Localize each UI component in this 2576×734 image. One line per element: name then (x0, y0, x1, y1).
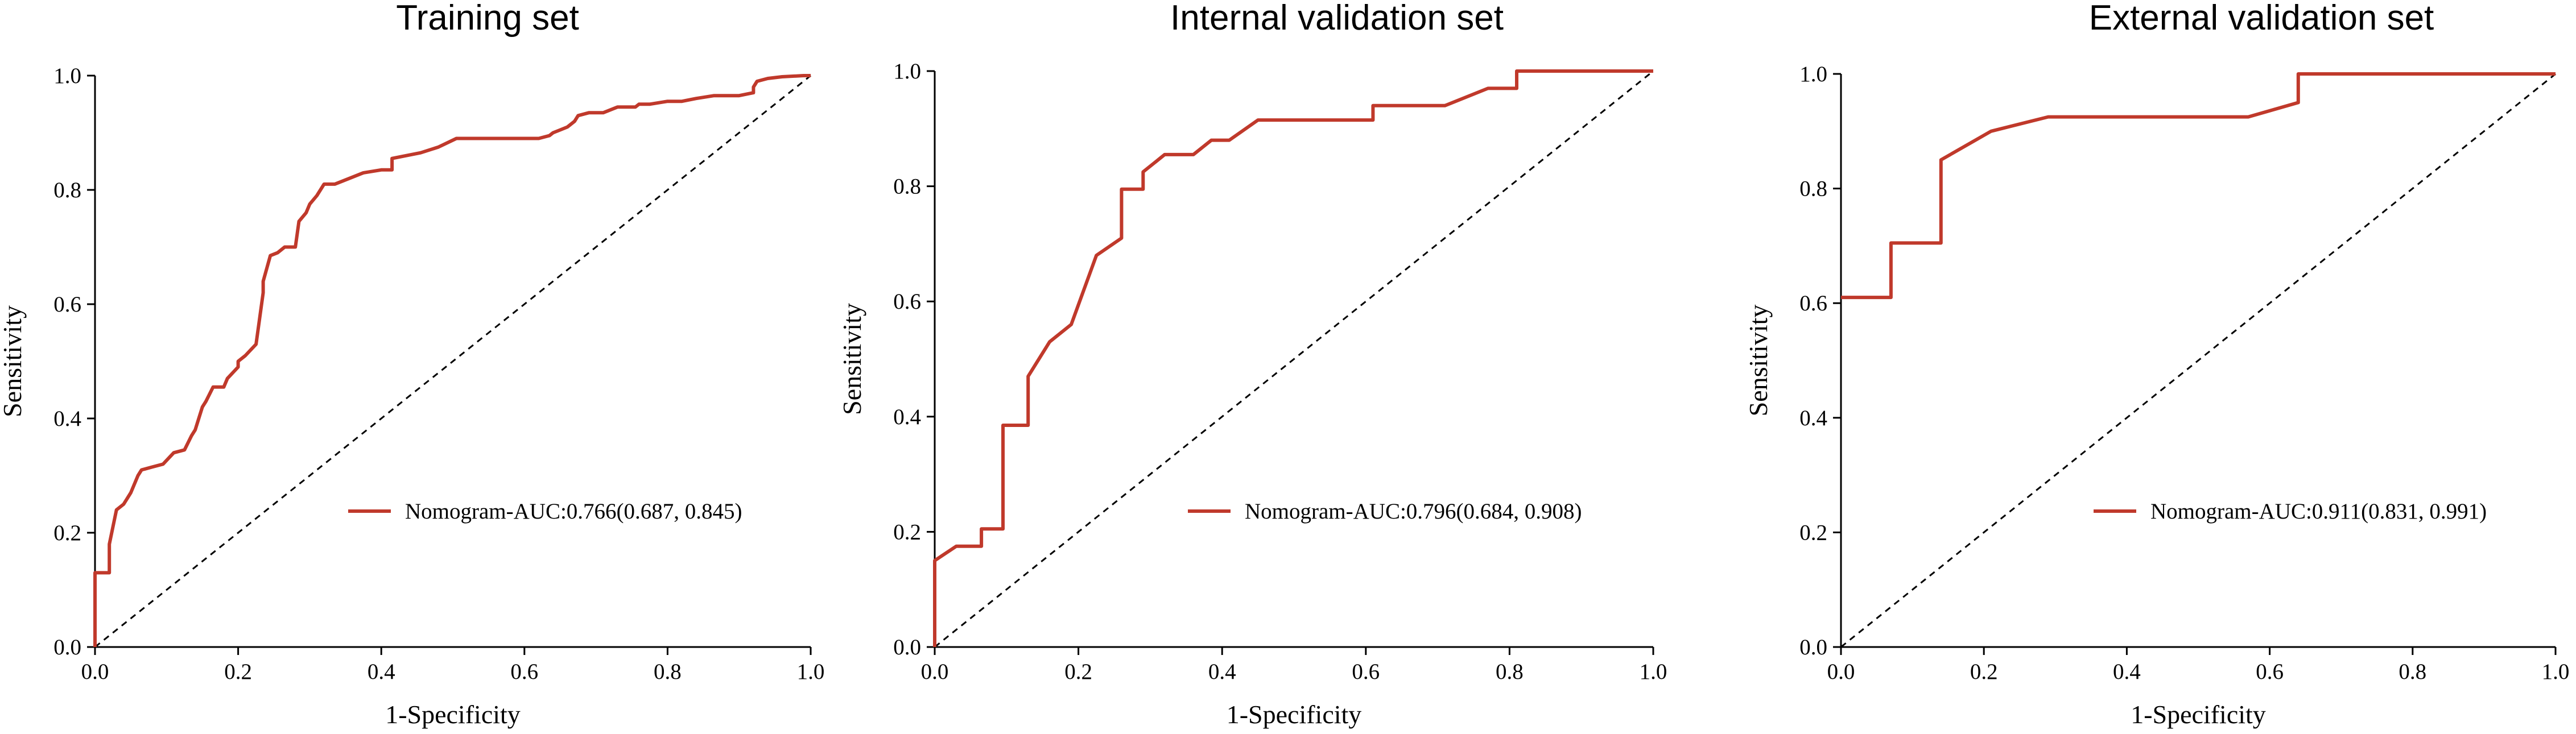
x-tick-label: 0.6 (510, 660, 538, 684)
x-tick-label: 0.8 (1496, 660, 1524, 684)
x-tick-label: 0.0 (81, 660, 109, 684)
y-tick-label: 0.6 (1799, 291, 1827, 316)
x-tick-label: 0.4 (2113, 660, 2141, 684)
y-tick-label: 0.0 (893, 635, 921, 660)
y-tick-label: 0.4 (893, 405, 921, 429)
x-tick-label: 1.0 (2542, 660, 2570, 684)
x-tick-label: 0.4 (1208, 660, 1236, 684)
x-tick-label: 0.0 (921, 660, 949, 684)
chart-panel-1: Training set 0.0 0.2 0.4 0.6 0.8 1.0 0.0 0.2 0.4 0… (0, 0, 824, 729)
y-tick-label: 0.0 (53, 635, 81, 660)
roc-curve-nomogram (933, 69, 1653, 647)
y-axis-label: Sensitivity (837, 303, 866, 415)
y-tick-label: 0.2 (53, 521, 81, 545)
y-tick-label: 0.0 (1799, 635, 1827, 660)
legend: Nomogram-AUC:0.911(0.831, 0.991) (2094, 499, 2487, 524)
legend-label: Nomogram-AUC:0.911(0.831, 0.991) (2150, 499, 2487, 524)
x-tick-label: 0.2 (1970, 660, 1998, 684)
y-tick-label: 0.6 (53, 292, 81, 317)
x-tick-label: 0.0 (1827, 660, 1855, 684)
y-tick-label: 1.0 (1799, 62, 1827, 86)
y-tick-label: 0.4 (53, 407, 81, 431)
reference-diagonal-line (1840, 73, 2556, 648)
x-tick-label: 1.0 (1640, 660, 1667, 684)
roc-curve-nomogram (1841, 72, 2556, 300)
y-tick-label: 0.8 (53, 178, 81, 202)
x-tick-label: 0.6 (1352, 660, 1380, 684)
x-tick-label: 1.0 (797, 660, 825, 684)
y-tick-label: 0.2 (893, 520, 921, 544)
y-tick-label: 0.8 (1799, 177, 1827, 201)
x-tick-label: 0.4 (368, 660, 395, 684)
x-tick-label: 0.8 (2399, 660, 2426, 684)
y-tick-label: 0.8 (893, 175, 921, 199)
chart-title: External validation set (2089, 0, 2434, 38)
chart-panel-3: External validation set 0.0 0.2 0.4 0.6 0.8 1.… (1744, 0, 2569, 729)
x-axis-label: 1-Specificity (385, 700, 521, 729)
y-axis-label: Sensitivity (1744, 305, 1773, 417)
y-tick-label: 1.0 (53, 64, 81, 88)
x-tick-label: 0.2 (224, 660, 252, 684)
y-axis-label: Sensitivity (0, 305, 27, 417)
reference-diagonal-line (934, 70, 1654, 648)
chart-panel-2: Internal validation set 0.0 0.2 0.4 0.6 0.8 1.… (837, 0, 1667, 729)
y-tick-label: 0.6 (893, 289, 921, 314)
chart-title: Internal validation set (1170, 0, 1504, 38)
x-axis-label: 1-Specificity (2131, 700, 2266, 729)
x-tick-label: 0.2 (1064, 660, 1092, 684)
chart-title: Training set (396, 0, 579, 38)
legend: Nomogram-AUC:0.766(0.687, 0.845) (348, 499, 742, 524)
legend-label: Nomogram-AUC:0.796(0.684, 0.908) (1245, 499, 1582, 524)
reference-diagonal-line (94, 74, 811, 648)
legend: Nomogram-AUC:0.796(0.684, 0.908) (1188, 499, 1582, 524)
y-tick-label: 0.4 (1799, 406, 1827, 430)
y-tick-label: 0.2 (1799, 520, 1827, 545)
x-tick-label: 0.6 (2256, 660, 2284, 684)
x-axis-label: 1-Specificity (1227, 700, 1362, 729)
roc-curve-nomogram (93, 74, 811, 647)
y-tick-label: 1.0 (893, 59, 921, 84)
x-tick-label: 0.8 (654, 660, 682, 684)
legend-label: Nomogram-AUC:0.766(0.687, 0.845) (405, 499, 742, 524)
